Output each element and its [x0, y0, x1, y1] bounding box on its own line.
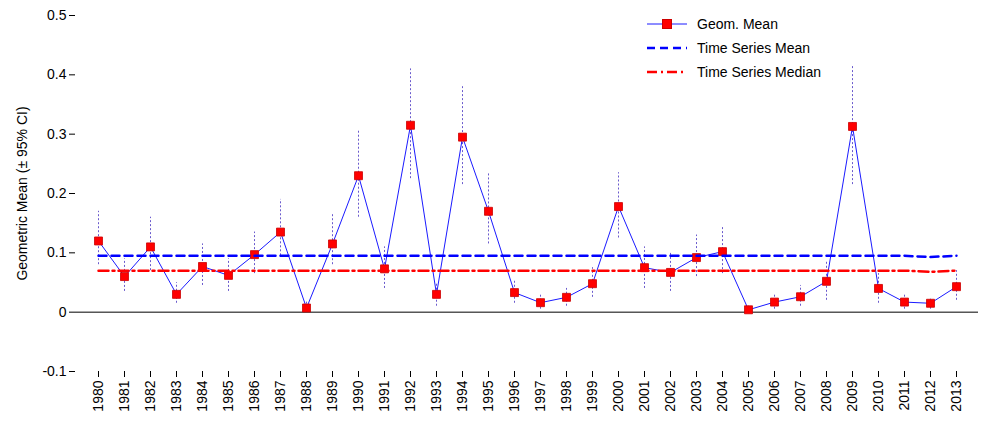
- svg-text:2003: 2003: [688, 380, 704, 411]
- svg-text:0.2: 0.2: [47, 185, 67, 201]
- svg-text:1995: 1995: [480, 380, 496, 411]
- svg-text:1993: 1993: [428, 380, 444, 411]
- svg-text:2013: 2013: [948, 380, 964, 411]
- svg-text:1989: 1989: [324, 380, 340, 411]
- svg-text:1991: 1991: [376, 380, 392, 411]
- svg-text:1998: 1998: [558, 380, 574, 411]
- html-text:Time Series Median: Time Series Median: [697, 64, 821, 80]
- svg-text:1983: 1983: [168, 380, 184, 411]
- svg-text:1984: 1984: [194, 380, 210, 411]
- svg-text:0: 0: [59, 304, 67, 320]
- svg-text:1985: 1985: [220, 380, 236, 411]
- svg-text:2008: 2008: [818, 380, 834, 411]
- svg-text:2007: 2007: [792, 380, 808, 411]
- svg-text:2011: 2011: [896, 380, 912, 410]
- svg-text:2000: 2000: [610, 380, 626, 411]
- svg-text:2010: 2010: [870, 380, 886, 411]
- svg-text:1982: 1982: [142, 380, 158, 411]
- svg-text:0.5: 0.5: [47, 7, 67, 23]
- svg-text:1980: 1980: [90, 380, 106, 411]
- svg-text:1992: 1992: [402, 380, 418, 411]
- svg-text:1986: 1986: [246, 380, 262, 411]
- svg-text:1981: 1981: [116, 380, 132, 411]
- svg-text:-0.1: -0.1: [42, 363, 66, 379]
- svg-text:2004: 2004: [714, 380, 730, 411]
- svg-text:2012: 2012: [922, 380, 938, 411]
- svg-text:0.4: 0.4: [47, 66, 67, 82]
- svg-text:2006: 2006: [766, 380, 782, 411]
- svg-text:2002: 2002: [662, 380, 678, 411]
- svg-text:1987: 1987: [272, 380, 288, 411]
- svg-text:2005: 2005: [740, 380, 756, 411]
- svg-text:2009: 2009: [844, 380, 860, 411]
- html-text:Time Series Mean: Time Series Mean: [697, 40, 811, 56]
- svg-text:1990: 1990: [350, 380, 366, 411]
- svg-text:Geometric Mean (± 95% CI): Geometric Mean (± 95% CI): [14, 106, 30, 280]
- svg-text:0.1: 0.1: [47, 244, 67, 260]
- svg-text:1994: 1994: [454, 380, 470, 411]
- svg-text:1997: 1997: [532, 380, 548, 411]
- svg-text:1999: 1999: [584, 380, 600, 411]
- svg-text:1996: 1996: [506, 380, 522, 411]
- svg-text:2001: 2001: [636, 380, 652, 411]
- svg-text:1988: 1988: [298, 380, 314, 411]
- html-text:Geom. Mean: Geom. Mean: [697, 16, 778, 32]
- svg-text:0.3: 0.3: [47, 126, 67, 142]
